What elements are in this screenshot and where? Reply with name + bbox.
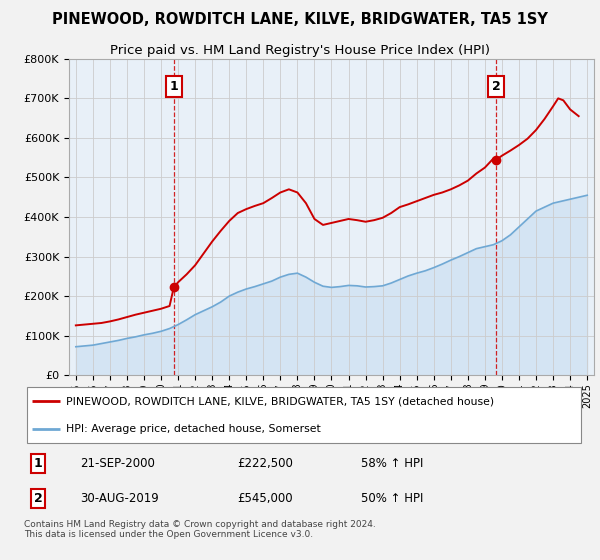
Text: PINEWOOD, ROWDITCH LANE, KILVE, BRIDGWATER, TA5 1SY: PINEWOOD, ROWDITCH LANE, KILVE, BRIDGWAT… (52, 12, 548, 27)
Text: 1: 1 (169, 80, 178, 93)
Text: 30-AUG-2019: 30-AUG-2019 (80, 492, 159, 505)
Text: 50% ↑ HPI: 50% ↑ HPI (361, 492, 423, 505)
Text: Contains HM Land Registry data © Crown copyright and database right 2024.
This d: Contains HM Land Registry data © Crown c… (24, 520, 376, 539)
Text: HPI: Average price, detached house, Somerset: HPI: Average price, detached house, Some… (66, 424, 321, 434)
Text: 21-SEP-2000: 21-SEP-2000 (80, 457, 155, 470)
Text: PINEWOOD, ROWDITCH LANE, KILVE, BRIDGWATER, TA5 1SY (detached house): PINEWOOD, ROWDITCH LANE, KILVE, BRIDGWAT… (66, 396, 494, 406)
Text: 1: 1 (34, 457, 43, 470)
Text: £222,500: £222,500 (237, 457, 293, 470)
Text: 2: 2 (492, 80, 501, 93)
FancyBboxPatch shape (27, 386, 581, 444)
Text: Price paid vs. HM Land Registry's House Price Index (HPI): Price paid vs. HM Land Registry's House … (110, 44, 490, 57)
Text: £545,000: £545,000 (237, 492, 293, 505)
Text: 2: 2 (34, 492, 43, 505)
Text: 58% ↑ HPI: 58% ↑ HPI (361, 457, 423, 470)
